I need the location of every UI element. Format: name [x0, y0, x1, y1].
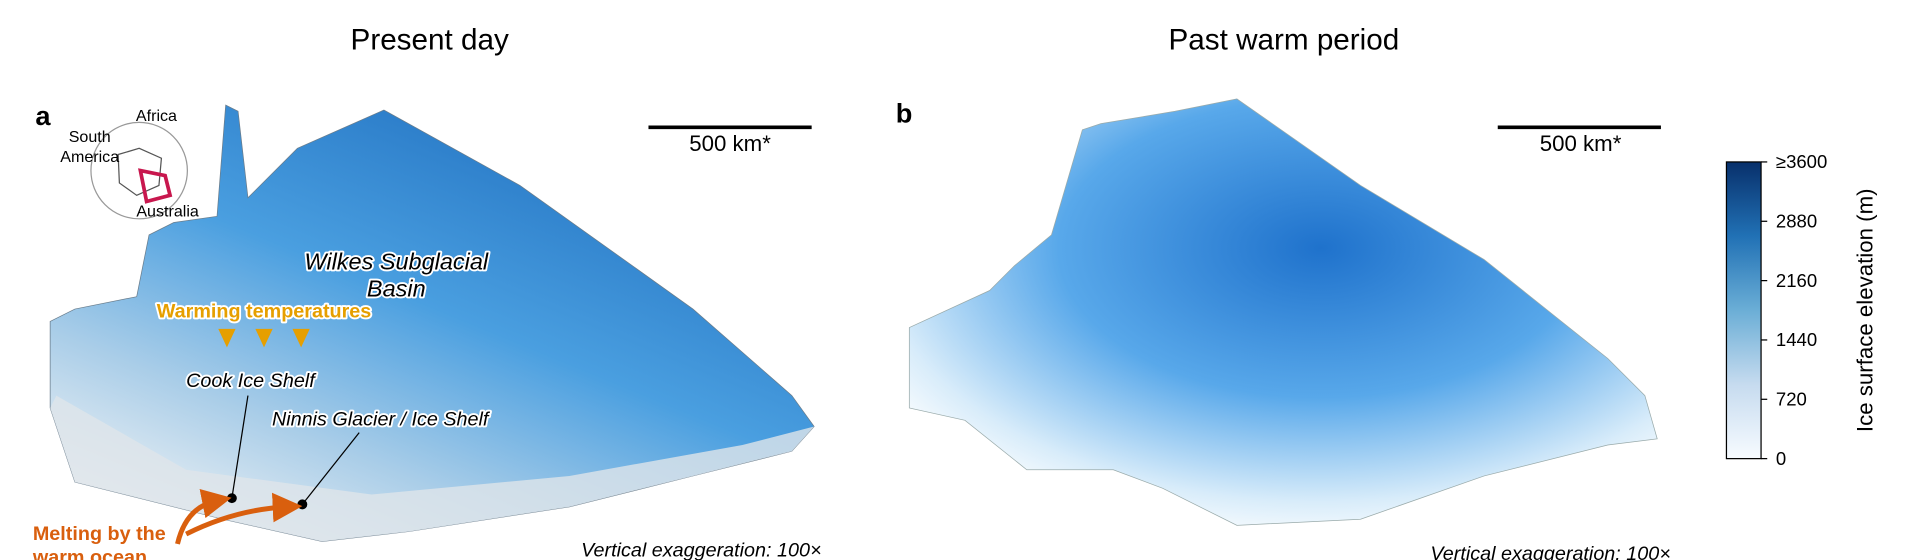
panel-title: Past warm period — [1169, 23, 1400, 56]
leader-dot — [297, 499, 308, 510]
colorbar-tick-label: 2160 — [1776, 270, 1817, 291]
ice-cliff — [50, 395, 815, 542]
inset-land — [117, 147, 163, 197]
colorbar — [1725, 161, 1762, 460]
exaggeration-note: Vertical exaggeration: 100× — [581, 539, 821, 560]
colorbar-label: Ice surface elevation (m) — [1852, 188, 1877, 432]
leader-line — [231, 395, 249, 499]
inset-label: Australia — [136, 202, 199, 220]
scale-label: 500 km* — [1540, 131, 1622, 156]
leader-dot — [226, 493, 237, 504]
exaggeration-note: Vertical exaggeration: 100× — [1430, 543, 1670, 560]
leader-line — [301, 432, 360, 505]
annotation: Wilkes Subglacial — [304, 248, 488, 274]
colorbar-tick-label: ≥3600 — [1776, 151, 1827, 172]
scale-label: 500 km* — [689, 131, 771, 156]
annotation: warm ocean — [32, 547, 147, 560]
colorbar-tick-label: 0 — [1776, 448, 1786, 469]
inset-region — [138, 168, 173, 204]
panel-label: b — [896, 97, 913, 128]
inset-label: Africa — [136, 107, 177, 125]
annotation: Basin — [367, 276, 426, 302]
panel-label: a — [35, 100, 51, 131]
colorbar-tick-label: 2880 — [1776, 210, 1817, 231]
ice-surface — [908, 98, 1658, 526]
inset-label: South — [69, 128, 111, 146]
annotation: Warming temperatures — [157, 301, 372, 323]
annotation: Melting by the — [33, 523, 166, 545]
ocean-arrow — [185, 492, 303, 537]
panel-title: Present day — [351, 23, 509, 56]
inset-label: America — [60, 148, 119, 166]
ocean-arrow — [175, 489, 232, 545]
colorbar-tick-label: 1440 — [1776, 329, 1817, 350]
warming-arrows — [218, 328, 310, 348]
colorbar-tick-label: 720 — [1776, 388, 1807, 409]
annotation: Ninnis Glacier / Ice Shelf — [272, 408, 491, 430]
annotation: Cook Ice Shelf — [186, 370, 317, 392]
